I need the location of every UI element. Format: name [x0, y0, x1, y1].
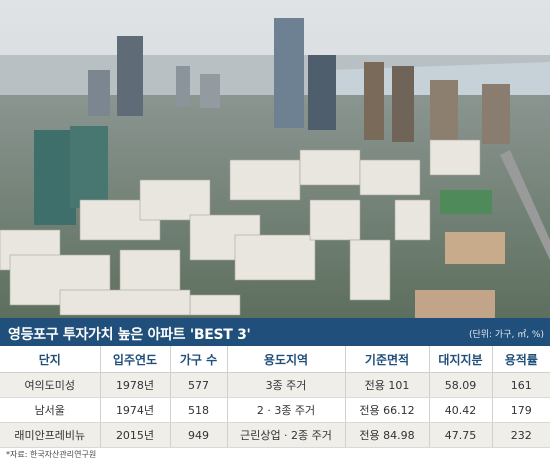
cell-complex: 래미안프레비뉴: [0, 422, 100, 448]
header-households: 가구 수: [169, 346, 227, 373]
header-move-in-year: 입주연도: [99, 346, 170, 373]
table-row: 여의도미성 1978년 577 3종 주거 전용 101 58.09 161: [0, 372, 550, 398]
cell-households: 949: [169, 422, 227, 448]
table-title: 영등포구 투자가치 높은 아파트 'BEST 3': [8, 327, 251, 343]
header-base-area: 기준면적: [344, 346, 429, 373]
cell-zoning: 근린상업 · 2종 주거: [226, 422, 345, 448]
header-zoning: 용도지역: [226, 346, 345, 373]
cell-base-area: 전용 66.12: [344, 397, 429, 423]
cell-complex: 여의도미성: [0, 372, 100, 398]
cell-floor-area-ratio: 161: [491, 372, 550, 398]
table-header-row: 단지 입주연도 가구 수 용도지역 기준면적 대지지분 용적률: [0, 346, 550, 373]
cell-base-area: 전용 101: [344, 372, 429, 398]
cell-move-in-year: 1978년: [99, 372, 170, 398]
header-land-share: 대지지분: [428, 346, 492, 373]
table-row: 래미안프레비뉴 2015년 949 근린상업 · 2종 주거 전용 84.98 …: [0, 422, 550, 448]
cell-base-area: 전용 84.98: [344, 422, 429, 448]
cell-zoning: 2 · 3종 주거: [226, 397, 345, 423]
header-complex: 단지: [0, 346, 100, 373]
aerial-city-photo: [0, 0, 550, 318]
cell-households: 518: [169, 397, 227, 423]
cell-land-share: 58.09: [428, 372, 492, 398]
apartment-table: 단지 입주연도 가구 수 용도지역 기준면적 대지지분 용적률 여의도미성 19…: [0, 346, 550, 448]
cell-floor-area-ratio: 232: [491, 422, 550, 448]
cell-land-share: 40.42: [428, 397, 492, 423]
cell-move-in-year: 2015년: [99, 422, 170, 448]
cell-land-share: 47.75: [428, 422, 492, 448]
table-row: 남서울 1974년 518 2 · 3종 주거 전용 66.12 40.42 1…: [0, 397, 550, 423]
cell-households: 577: [169, 372, 227, 398]
cell-floor-area-ratio: 179: [491, 397, 550, 423]
table-title-bar: 영등포구 투자가치 높은 아파트 'BEST 3' (단위: 가구, ㎡, %): [0, 318, 550, 346]
unit-note: (단위: 가구, ㎡, %): [468, 330, 544, 340]
header-floor-area-ratio: 용적률: [491, 346, 550, 373]
source-note: *자료: 한국자산관리연구원: [6, 450, 97, 459]
cell-move-in-year: 1974년: [99, 397, 170, 423]
cell-zoning: 3종 주거: [226, 372, 345, 398]
cell-complex: 남서울: [0, 397, 100, 423]
